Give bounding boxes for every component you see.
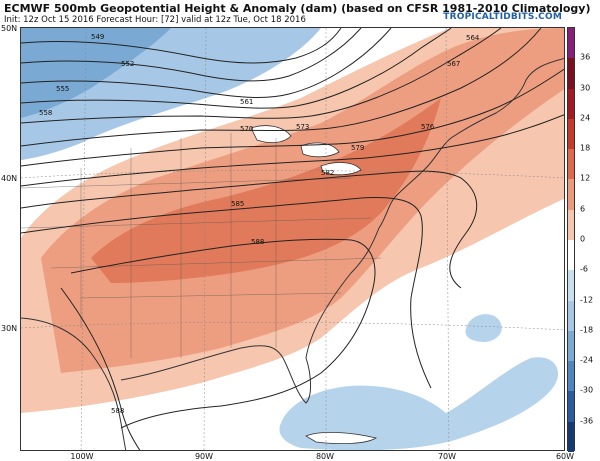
great-lakes	[250, 125, 362, 176]
contour-label: 549	[91, 33, 104, 41]
colorbar-segment	[568, 58, 574, 89]
colorbar-tick-label: -36	[580, 416, 594, 426]
colorbar-tick-label: 18	[580, 143, 591, 153]
colorbar-segment	[568, 239, 574, 271]
contour-label: 573	[296, 123, 309, 131]
lon-label-90w: 90W	[194, 452, 214, 461]
colorbar-tick-label: 24	[580, 113, 591, 123]
contour-label: 585	[231, 200, 244, 208]
contour-label: 588	[111, 407, 124, 415]
colorbar-segment	[568, 179, 574, 210]
colorbar-segment	[568, 361, 574, 392]
contour-label: 567	[447, 60, 460, 68]
colorbar-tick-label: -18	[580, 325, 594, 335]
contour-label: 564	[466, 34, 480, 42]
negative-anomaly-core	[21, 28, 171, 118]
state-borders	[21, 133, 382, 358]
cuba	[305, 431, 378, 445]
contour-labels: 549 552 555 558 561 564 567 570 573 576 …	[39, 33, 480, 415]
map-title: ECMWF 500mb Geopotential Height & Anomal…	[4, 2, 591, 15]
contour-label: 576	[421, 123, 435, 131]
lon-label-70w: 70W	[437, 452, 457, 461]
contour-label: 582	[321, 169, 334, 177]
lon-label-100w: 100W	[70, 452, 94, 461]
colorbar-tick-label: -30	[580, 385, 594, 395]
contour-label: 570	[240, 125, 253, 133]
colorbar-segment	[568, 330, 574, 362]
contour-label: 552	[121, 60, 134, 68]
colorbar-segment	[568, 149, 574, 180]
negative-anomaly-small	[465, 314, 502, 342]
colorbar-tick-label: 36	[580, 52, 591, 62]
colorbar-tick-label: 6	[580, 204, 586, 214]
lon-label-80w: 80W	[315, 452, 335, 461]
contour-label: 561	[240, 98, 253, 106]
colorbar-segment	[568, 88, 574, 119]
colorbar-segment	[568, 300, 574, 331]
colorbar-segment	[568, 391, 574, 422]
contour-label: 558	[39, 109, 52, 117]
lon-label-60w: 60W	[555, 452, 575, 461]
contour-label: 555	[56, 85, 69, 93]
colorbar-segment	[568, 270, 574, 301]
colorbar-tick-label: 30	[580, 83, 591, 93]
anomaly-colorbar	[567, 27, 575, 452]
colorbar-segment	[568, 28, 574, 59]
negative-anomaly-atlantic	[279, 357, 559, 450]
map-panel: 549 552 555 558 561 564 567 570 573 576 …	[20, 27, 565, 451]
height-contours	[21, 28, 564, 450]
colorbar-segment	[568, 209, 574, 240]
positive-anomaly-core	[91, 98, 441, 283]
colorbar-tick-label: 0	[580, 234, 586, 244]
lat-label-30n: 30N	[1, 324, 18, 333]
colorbar-segment	[568, 421, 574, 452]
colorbar-tick-label: -24	[580, 355, 594, 365]
height-anomaly-map: 549 552 555 558 561 564 567 570 573 576 …	[21, 28, 564, 450]
colorbar-tick-label: -12	[580, 295, 594, 305]
source-credit: TROPICALTIDBITS.COM	[443, 12, 562, 22]
colorbar-tick-label: 12	[580, 173, 591, 183]
contour-label: 579	[351, 144, 364, 152]
contour-label: 588	[251, 238, 264, 246]
colorbar-tick-label: -6	[580, 264, 588, 274]
map-header: ECMWF 500mb Geopotential Height & Anomal…	[4, 2, 596, 26]
colorbar-segment	[568, 118, 574, 150]
lat-label-40n: 40N	[1, 174, 18, 183]
lat-label-50n: 50N	[1, 24, 18, 33]
valid-time-line: Init: 12z Oct 15 2016 Forecast Hour: [72…	[4, 15, 306, 25]
coastline	[21, 58, 564, 450]
